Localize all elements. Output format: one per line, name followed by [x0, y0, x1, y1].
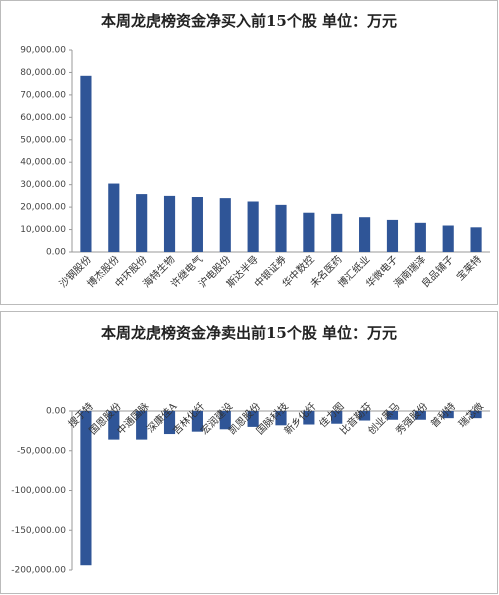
bar [303, 212, 315, 252]
bar [191, 411, 203, 432]
y-tick-label: 70,000.00 [20, 90, 66, 100]
y-tick-label: 60,000.00 [20, 113, 66, 123]
panel [0, 311, 498, 594]
y-tick-label: 50,000.00 [20, 135, 66, 145]
bar [108, 183, 120, 252]
bar [80, 75, 92, 252]
y-tick-label: 0.00 [46, 248, 66, 258]
bar [163, 411, 176, 435]
bar [191, 197, 203, 252]
bar [331, 411, 343, 424]
bar [414, 222, 426, 252]
bar [108, 411, 120, 440]
bar [386, 411, 399, 420]
y-tick-label: 30,000.00 [20, 180, 66, 190]
y-tick-label: -50,000.00 [17, 446, 66, 456]
bar [331, 213, 343, 252]
y-tick-label: 40,000.00 [20, 158, 66, 168]
y-tick-label: -150,000.00 [11, 526, 66, 536]
bar [303, 411, 315, 425]
bar [359, 217, 371, 252]
bar [247, 201, 259, 252]
y-tick-label: 20,000.00 [20, 203, 66, 213]
bar [414, 411, 426, 420]
bar [275, 411, 287, 426]
bar [136, 411, 148, 440]
chart-title: 本周龙虎榜资金净买入前15个股 单位：万元 [101, 12, 397, 30]
y-tick-label: -200,000.00 [11, 566, 66, 576]
bar [136, 194, 148, 252]
y-tick-label: -100,000.00 [11, 486, 66, 496]
bar [470, 227, 482, 252]
bar [275, 204, 287, 252]
bar [80, 411, 92, 566]
x-tick-label: 宝莱特 [454, 253, 484, 283]
y-tick-label: 10,000.00 [20, 225, 66, 235]
bar [163, 195, 176, 252]
bar [219, 411, 231, 430]
bar [359, 411, 371, 421]
bar [470, 411, 482, 419]
y-tick-label: 80,000.00 [20, 68, 66, 78]
chart-title: 本周龙虎榜资金净卖出前15个股 单位：万元 [101, 324, 397, 342]
y-tick-label: 90,000.00 [20, 46, 66, 56]
bar [386, 219, 399, 252]
bar [442, 411, 454, 419]
y-tick-label: 0.00 [46, 407, 66, 417]
panel [0, 0, 498, 305]
bar [442, 225, 454, 252]
bar [219, 198, 231, 252]
bar [247, 411, 259, 427]
